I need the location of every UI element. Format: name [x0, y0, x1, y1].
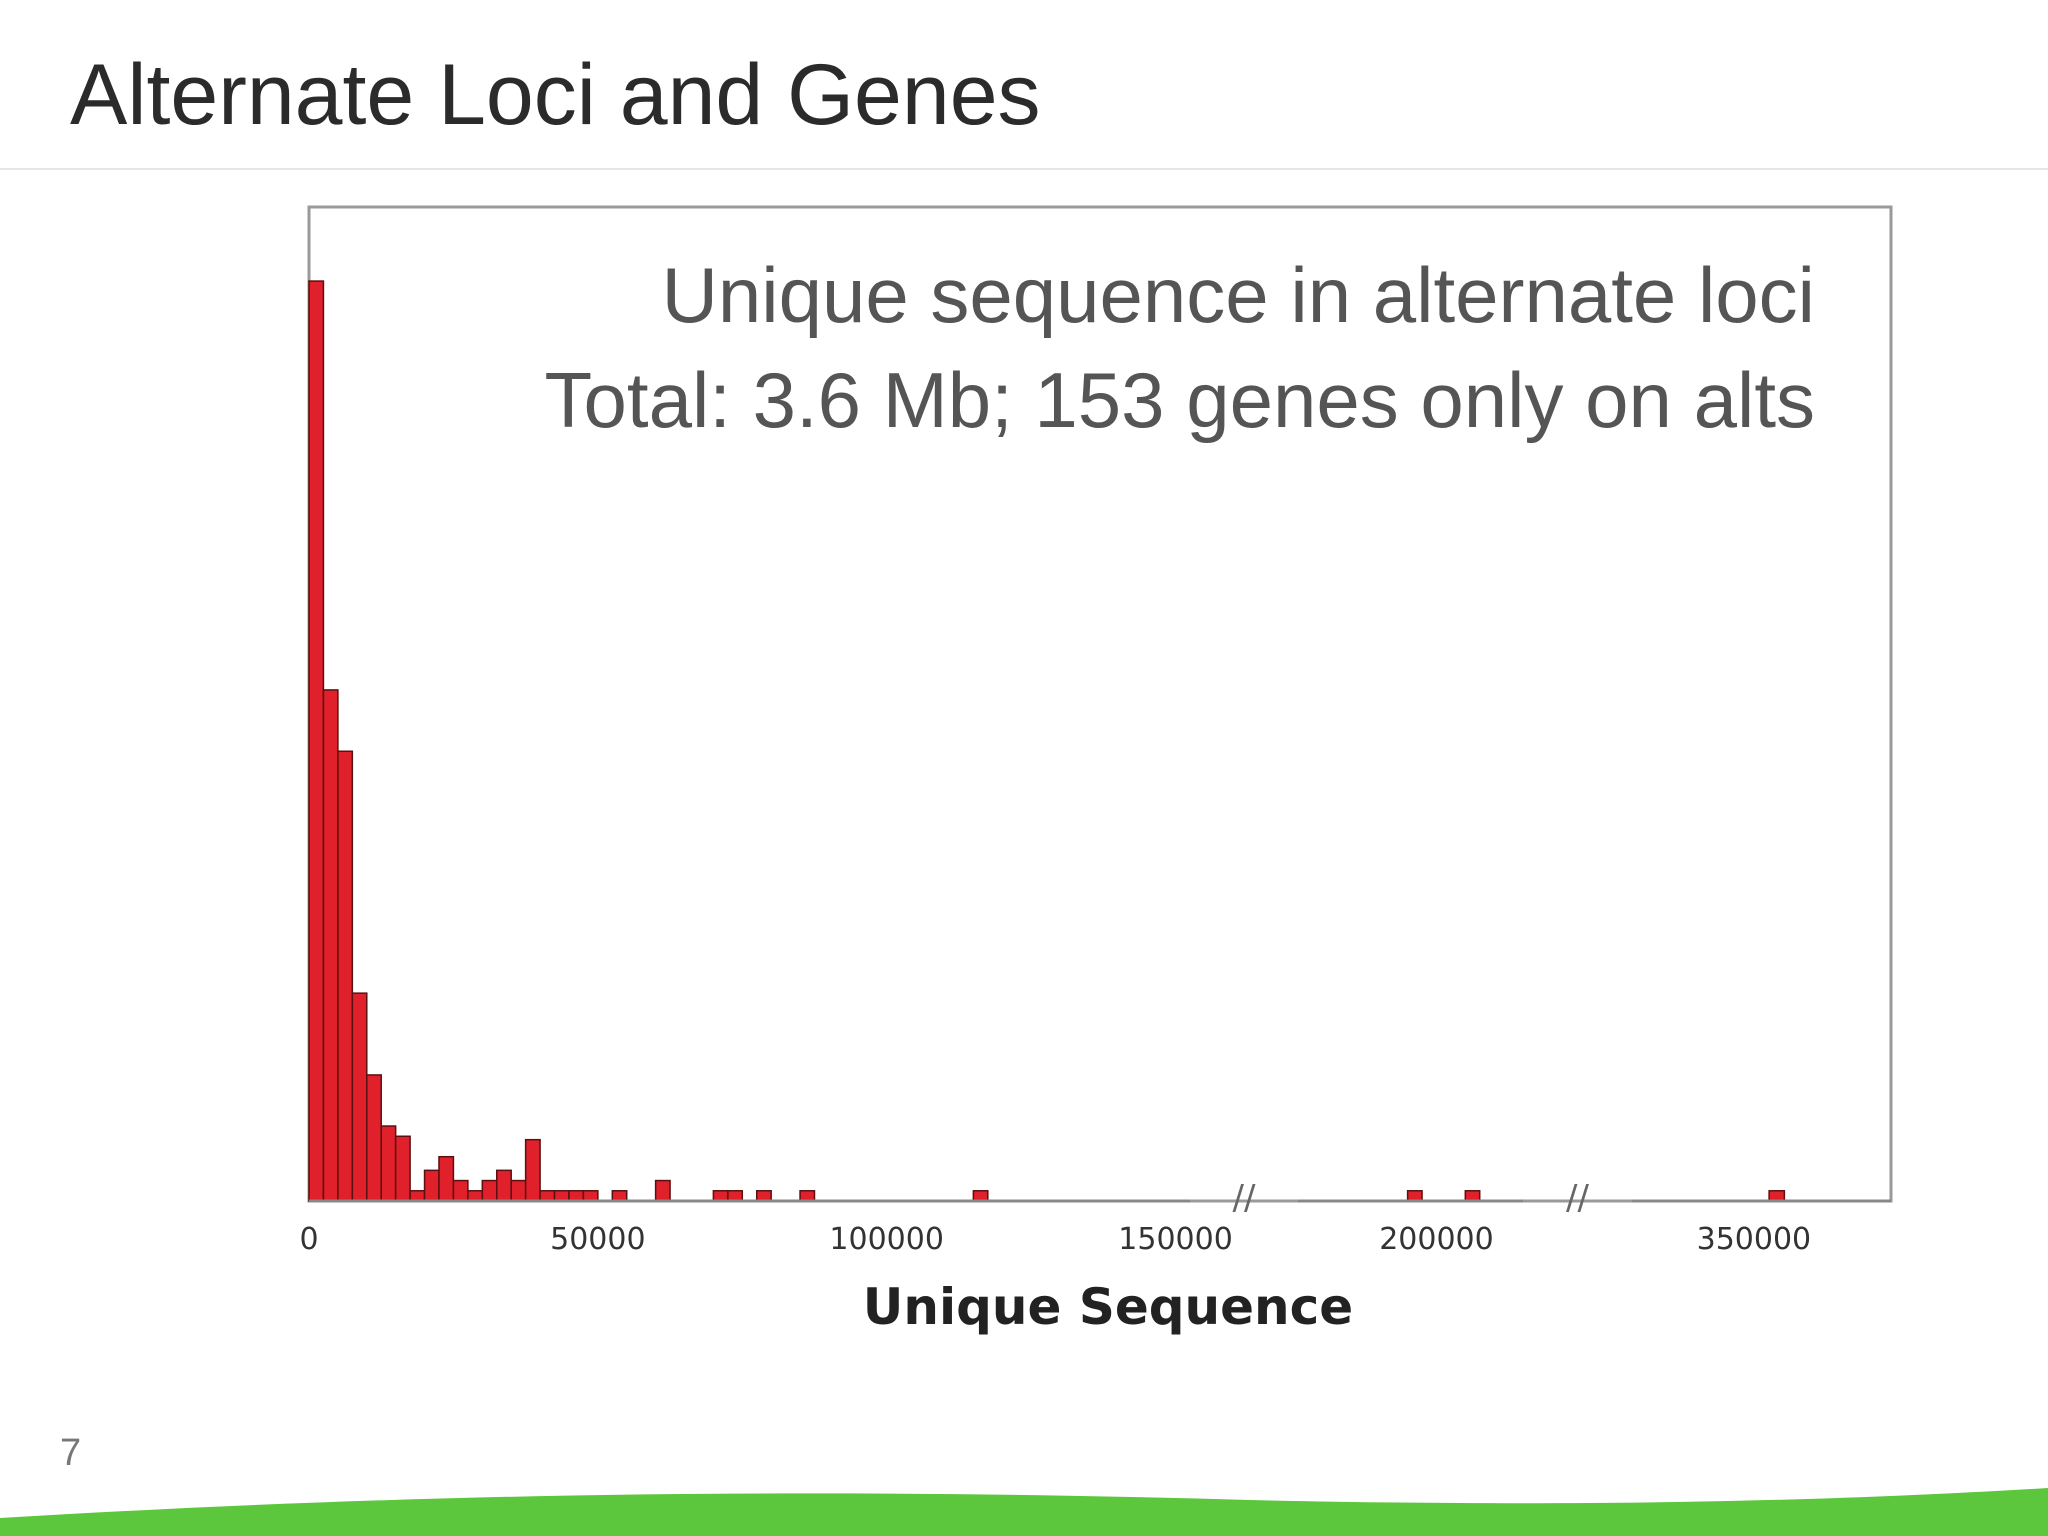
- x-tick-label-3: 150000: [1118, 1222, 1233, 1257]
- axis-break-mark-1: //: [1566, 1178, 1589, 1218]
- x-tick-label-2: 100000: [829, 1222, 944, 1257]
- title-divider: [0, 168, 2048, 170]
- page-number: 7: [60, 1432, 82, 1474]
- x-axis-label: Unique Sequence: [863, 1278, 1353, 1336]
- slide-title: Alternate Loci and Genes: [70, 47, 1041, 143]
- axis-breaks: // //: [1233, 1178, 1590, 1218]
- annotation-line-1: Unique sequence in alternate loci: [662, 251, 1815, 339]
- x-tick-labels: 0 50000 100000 150000 200000 350000: [299, 1222, 1811, 1257]
- annotation-line-2: Total: 3.6 Mb; 153 genes only on alts: [545, 356, 1815, 444]
- chart-frame: [307, 205, 1893, 1203]
- x-tick-label-1: 50000: [550, 1222, 645, 1257]
- axis-break-mark-0: //: [1233, 1178, 1256, 1218]
- x-tick-label-5: 350000: [1697, 1222, 1812, 1257]
- x-tick-label-4: 200000: [1379, 1222, 1494, 1257]
- x-tick-label-0: 0: [299, 1222, 318, 1257]
- histogram-bars: [308, 280, 1786, 1202]
